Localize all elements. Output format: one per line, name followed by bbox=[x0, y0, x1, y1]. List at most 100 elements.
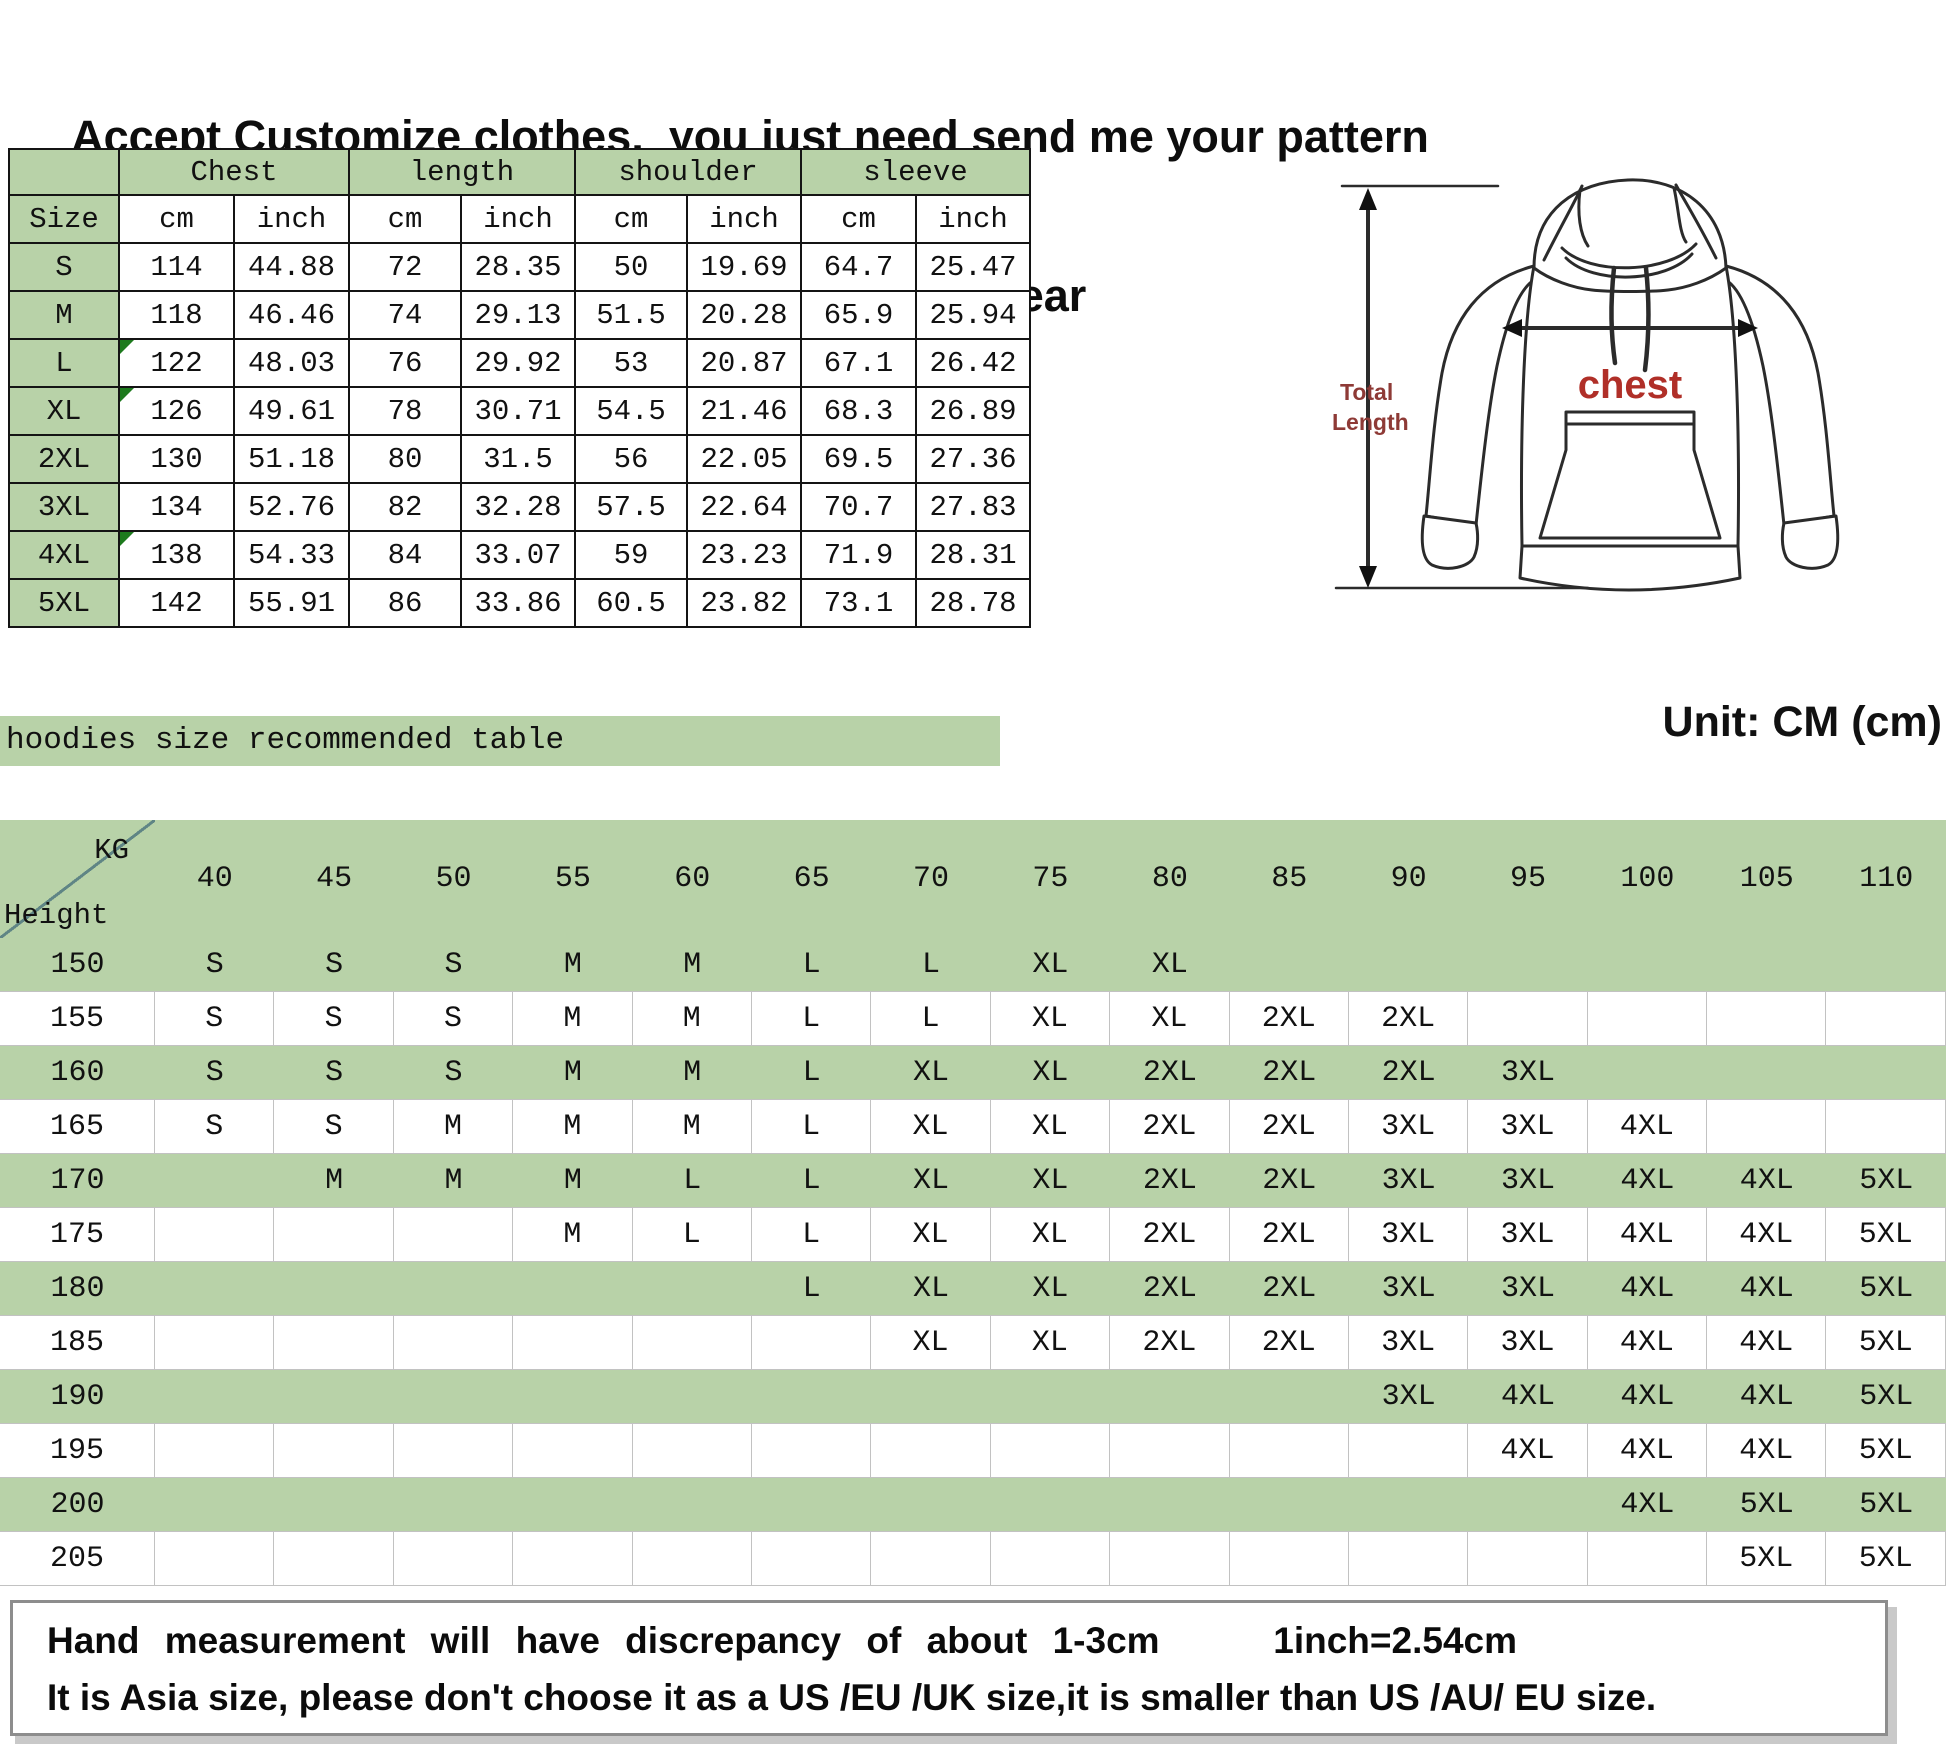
note-line2: It is Asia size, please don't choose it … bbox=[47, 1677, 1657, 1718]
size-cell: 3XL bbox=[1468, 1046, 1588, 1099]
hoodie-right-sleeve bbox=[1724, 264, 1836, 527]
unit-header: cm bbox=[348, 194, 462, 244]
hoodie-pocket bbox=[1538, 410, 1722, 540]
size-cell bbox=[155, 1478, 275, 1531]
size-cell bbox=[1826, 991, 1946, 1046]
size-cell: L bbox=[751, 1099, 872, 1154]
length-cm-cell: 78 bbox=[348, 386, 462, 436]
size-cell: M bbox=[513, 1154, 633, 1207]
size-cell: L bbox=[751, 1046, 872, 1099]
size-cell: L bbox=[751, 1154, 872, 1207]
size-cell bbox=[1468, 1478, 1588, 1531]
group-header-sleeve: sleeve bbox=[800, 148, 1031, 196]
sleeve-inch-cell: 26.89 bbox=[915, 386, 1031, 436]
size-cell: S bbox=[274, 938, 394, 991]
size-table-row: 2XL 130 51.18 80 31.5 56 22.05 69.5 27.3… bbox=[8, 434, 1031, 484]
size-cell bbox=[632, 1478, 752, 1531]
hoodie-hood bbox=[1532, 178, 1728, 293]
size-cell bbox=[155, 1423, 275, 1478]
size-cell: L bbox=[751, 1207, 872, 1262]
chest-cm-cell: 126 bbox=[118, 386, 235, 436]
size-cell bbox=[155, 1315, 275, 1370]
length-cm-cell: 76 bbox=[348, 338, 462, 388]
size-cell: M bbox=[274, 1154, 394, 1207]
size-cell: 4XL bbox=[1587, 1262, 1708, 1315]
size-cell: 4XL bbox=[1707, 1207, 1827, 1262]
unit-header: cm bbox=[118, 194, 235, 244]
size-cell bbox=[274, 1370, 394, 1423]
size-cell: 2XL bbox=[1110, 1207, 1230, 1262]
chest-cm-cell: 130 bbox=[118, 434, 235, 484]
size-cell: 2XL bbox=[1229, 1046, 1349, 1099]
size-cell: 2XL bbox=[1229, 1315, 1349, 1370]
size-cell bbox=[513, 1423, 633, 1478]
size-cell bbox=[513, 1370, 633, 1423]
size-cell: XL bbox=[871, 1099, 991, 1154]
size-cell bbox=[751, 1478, 872, 1531]
shoulder-cm-cell: 59 bbox=[574, 530, 688, 580]
size-cell bbox=[632, 1531, 752, 1586]
height-label-cell: 190 bbox=[0, 1370, 155, 1423]
chest-cm-cell: 122 bbox=[118, 338, 235, 388]
size-table-row: M 118 46.46 74 29.13 51.5 20.28 65.9 25.… bbox=[8, 290, 1031, 340]
length-cm-cell: 74 bbox=[348, 290, 462, 340]
recommend-table-row: 175 M L L XL XL 2XL 2XL 3XL 3XL 4XL 4XL … bbox=[0, 1207, 1946, 1262]
size-cell bbox=[1468, 938, 1588, 991]
hoodie-right-cuff bbox=[1780, 514, 1840, 570]
size-cell: M bbox=[513, 1207, 633, 1262]
size-cell: S bbox=[393, 991, 514, 1046]
size-cell: XL bbox=[871, 1046, 991, 1099]
size-cell: 5XL bbox=[1826, 1370, 1946, 1423]
size-cell: S bbox=[155, 938, 275, 991]
size-cell: XL bbox=[990, 938, 1111, 991]
size-cell: 2XL bbox=[1110, 1315, 1230, 1370]
weight-header-cell: 75 bbox=[990, 820, 1111, 938]
weight-header-cell: 55 bbox=[513, 820, 633, 938]
size-cell: M bbox=[393, 1099, 514, 1154]
size-cell bbox=[274, 1423, 394, 1478]
size-measurement-table: Chest length shoulder sleeve Size cm inc… bbox=[8, 148, 1031, 628]
size-cell bbox=[155, 1262, 275, 1315]
unit-header: cm bbox=[574, 194, 688, 244]
length-inch-cell: 33.86 bbox=[460, 578, 576, 628]
size-cell bbox=[751, 1370, 872, 1423]
chest-inch-cell: 49.61 bbox=[233, 386, 350, 436]
hoodie-measurement-diagram: Total Length chest bbox=[1332, 178, 1840, 592]
size-cell: L bbox=[751, 1262, 872, 1315]
length-inch-cell: 29.92 bbox=[460, 338, 576, 388]
recommend-table-row: 160 S S S M M L XL XL 2XL 2XL 2XL 3XL bbox=[0, 1046, 1946, 1099]
size-cell: XL bbox=[990, 1099, 1111, 1154]
size-cell: 2XL bbox=[1229, 991, 1349, 1046]
size-cell: 3XL bbox=[1348, 1099, 1469, 1154]
size-cell bbox=[274, 1478, 394, 1531]
size-cell bbox=[871, 1531, 991, 1586]
length-cm-cell: 86 bbox=[348, 578, 462, 628]
chest-inch-cell: 44.88 bbox=[233, 242, 350, 292]
size-cell: M bbox=[393, 1154, 514, 1207]
size-cell: 5XL bbox=[1826, 1154, 1946, 1207]
length-cm-cell: 82 bbox=[348, 482, 462, 532]
hoodie-drawstrings bbox=[1609, 265, 1618, 366]
size-cell: S bbox=[393, 1046, 514, 1099]
length-inch-cell: 28.35 bbox=[460, 242, 576, 292]
size-cell: 3XL bbox=[1468, 1315, 1588, 1370]
size-corner-label: Size bbox=[8, 194, 120, 244]
size-cell: 4XL bbox=[1587, 1370, 1708, 1423]
size-cell: XL bbox=[990, 1315, 1111, 1370]
chest-inch-cell: 51.18 bbox=[233, 434, 350, 484]
recommend-header-row: KG Height 40 45 50 55 60 65 70 75 80 bbox=[0, 820, 1946, 938]
weight-header-cell: 65 bbox=[751, 820, 872, 938]
sleeve-inch-cell: 27.36 bbox=[915, 434, 1031, 484]
size-cell: XL bbox=[990, 1262, 1111, 1315]
size-cell: 5XL bbox=[1707, 1531, 1827, 1586]
size-cell bbox=[1587, 938, 1708, 991]
recommend-table-row: 195 4XL 4XL 4XL 5XL bbox=[0, 1423, 1946, 1478]
kg-corner-label: KG bbox=[94, 834, 129, 867]
size-cell: 3XL bbox=[1468, 1099, 1588, 1154]
size-cell bbox=[632, 1370, 752, 1423]
shoulder-cm-cell: 54.5 bbox=[574, 386, 688, 436]
size-table-row: 5XL 142 55.91 86 33.86 60.5 23.82 73.1 2… bbox=[8, 578, 1031, 628]
size-cell: 5XL bbox=[1826, 1315, 1946, 1370]
size-cell bbox=[990, 1478, 1111, 1531]
size-cell: 2XL bbox=[1348, 1046, 1469, 1099]
